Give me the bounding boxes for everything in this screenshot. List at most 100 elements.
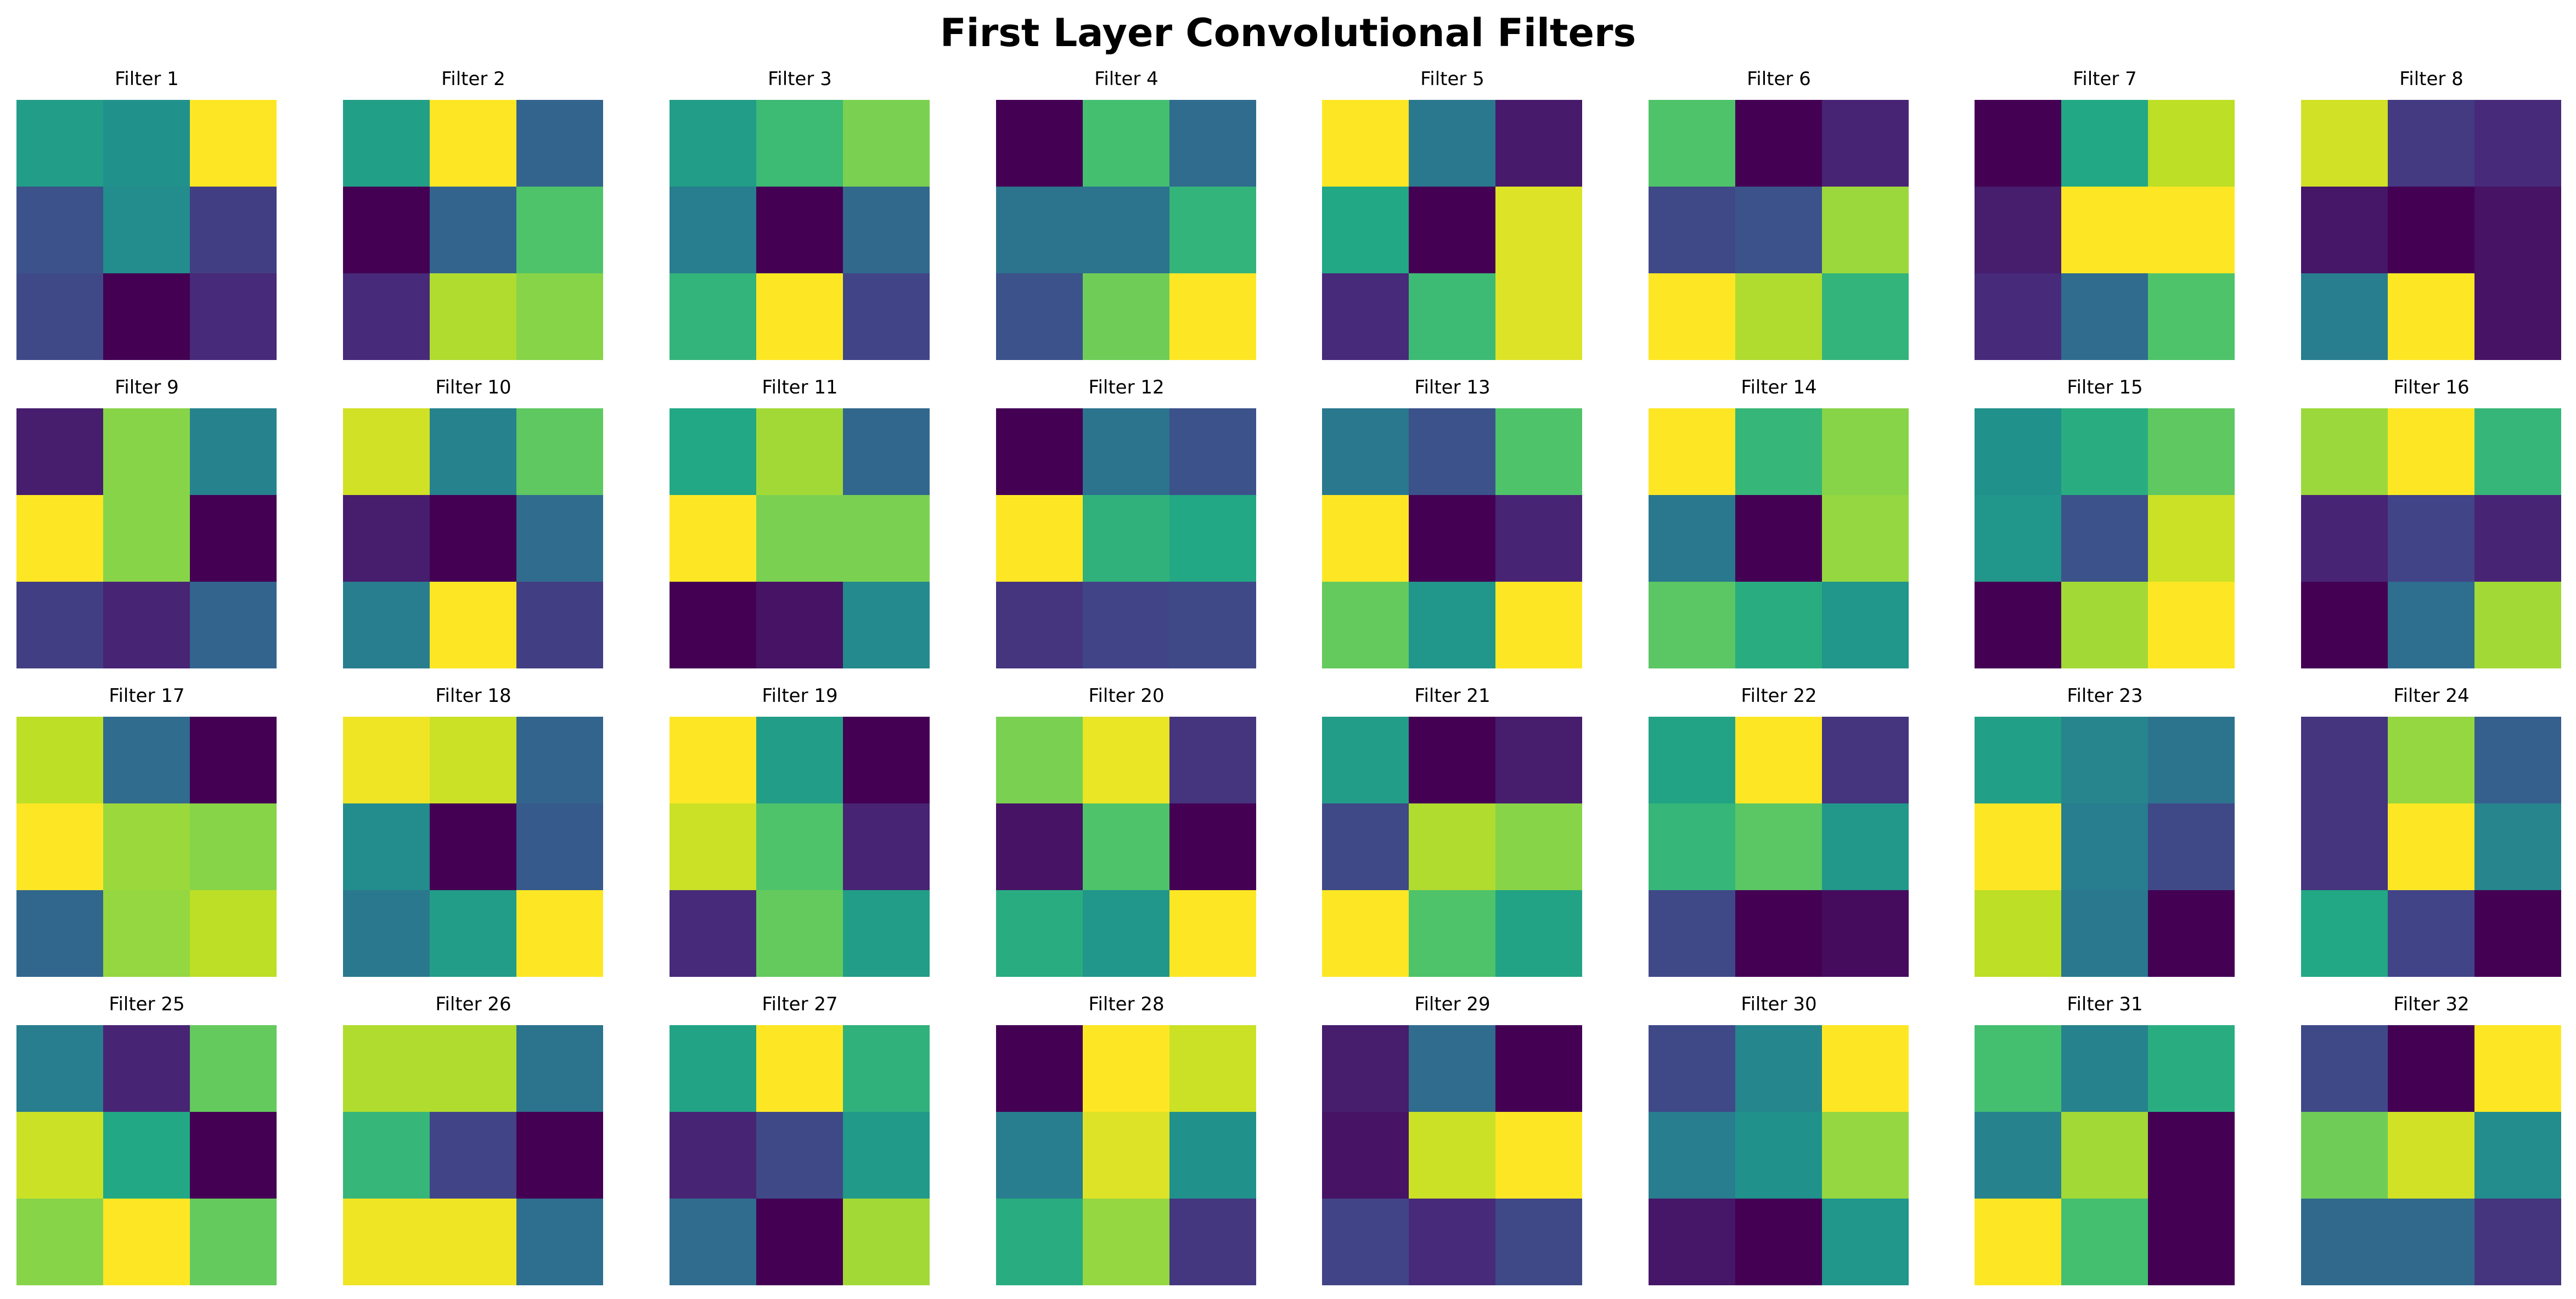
heatmap-cell: [2301, 890, 2388, 977]
heatmap-cell: [843, 803, 930, 891]
filter-title: Filter 3: [768, 68, 832, 90]
filter-panel: Filter 19: [670, 683, 930, 977]
heatmap-cell: [1822, 890, 1909, 977]
heatmap-cell: [1649, 187, 1736, 274]
heatmap-cell: [1495, 408, 1582, 496]
heatmap-cell: [1495, 100, 1582, 187]
heatmap-cell: [1409, 717, 1496, 804]
heatmap-cell: [2301, 1112, 2388, 1199]
filter-panel: Filter 13: [1322, 374, 1583, 668]
filter-panel: Filter 20: [996, 683, 1257, 977]
heatmap-cell: [516, 582, 603, 668]
heatmap-cell: [516, 717, 603, 804]
heatmap-cell: [343, 890, 430, 977]
heatmap-cell: [16, 1112, 104, 1199]
heatmap-cell: [670, 717, 757, 804]
heatmap-cell: [670, 1025, 757, 1112]
heatmap-cell: [2061, 890, 2148, 977]
heatmap-cell: [1735, 1112, 1823, 1199]
filter-panel: Filter 8: [2301, 66, 2562, 360]
filter-panel: Filter 4: [996, 66, 1257, 360]
heatmap-cell: [2301, 273, 2388, 360]
heatmap-cell: [2474, 408, 2561, 496]
heatmap-cell: [2061, 582, 2148, 668]
filter-panel: Filter 28: [996, 991, 1257, 1285]
heatmap-cell: [1322, 408, 1409, 496]
heatmap-cell: [190, 1199, 277, 1285]
heatmap-cell: [2061, 100, 2148, 187]
filter-panel: Filter 32: [2301, 991, 2562, 1285]
heatmap-cell: [1169, 408, 1256, 496]
filter-panel: Filter 27: [670, 991, 930, 1285]
heatmap-cell: [1169, 890, 1256, 977]
heatmap-cell: [996, 1025, 1083, 1112]
heatmap-cell: [2388, 1199, 2475, 1285]
heatmap-cell: [2301, 100, 2388, 187]
filter-panel: Filter 18: [343, 683, 604, 977]
heatmap-cell: [1169, 187, 1256, 274]
heatmap-cell: [1735, 803, 1823, 891]
heatmap-cell: [996, 273, 1083, 360]
heatmap-cell: [1649, 408, 1736, 496]
heatmap-cell: [756, 1112, 843, 1199]
filter-panel: Filter 2: [343, 66, 604, 360]
heatmap-cell: [670, 273, 757, 360]
heatmap-cell: [1975, 495, 2062, 582]
filter-heatmap: [16, 408, 277, 668]
heatmap-cell: [1083, 187, 1170, 274]
heatmap-cell: [2148, 717, 2235, 804]
heatmap-cell: [1495, 187, 1582, 274]
heatmap-cell: [2061, 273, 2148, 360]
filter-heatmap: [343, 408, 603, 668]
heatmap-cell: [343, 1199, 430, 1285]
heatmap-cell: [2388, 1025, 2475, 1112]
heatmap-cell: [343, 1025, 430, 1112]
filter-heatmap: [1975, 1025, 2235, 1285]
heatmap-cell: [996, 717, 1083, 804]
filter-panel: Filter 12: [996, 374, 1257, 668]
heatmap-cell: [16, 717, 104, 804]
heatmap-cell: [343, 1112, 430, 1199]
heatmap-cell: [1322, 100, 1409, 187]
filter-heatmap: [343, 717, 603, 977]
heatmap-cell: [2148, 803, 2235, 891]
heatmap-cell: [670, 408, 757, 496]
filter-panel: Filter 31: [1975, 991, 2235, 1285]
heatmap-cell: [1649, 100, 1736, 187]
heatmap-cell: [1735, 1199, 1823, 1285]
heatmap-cell: [1822, 1025, 1909, 1112]
filter-heatmap: [670, 1025, 930, 1285]
heatmap-cell: [756, 717, 843, 804]
heatmap-cell: [1822, 187, 1909, 274]
filter-heatmap: [1975, 717, 2235, 977]
heatmap-cell: [1409, 582, 1496, 668]
filter-panel: Filter 9: [16, 374, 277, 668]
heatmap-cell: [430, 1199, 517, 1285]
filter-heatmap: [1322, 717, 1582, 977]
filter-title: Filter 12: [1088, 376, 1165, 398]
heatmap-cell: [843, 100, 930, 187]
heatmap-cell: [756, 100, 843, 187]
heatmap-cell: [2148, 1025, 2235, 1112]
heatmap-cell: [2474, 582, 2561, 668]
filter-heatmap: [2301, 717, 2561, 977]
heatmap-cell: [1495, 890, 1582, 977]
filter-heatmap: [670, 100, 930, 360]
heatmap-cell: [190, 273, 277, 360]
heatmap-cell: [1649, 1112, 1736, 1199]
heatmap-cell: [2148, 890, 2235, 977]
heatmap-cell: [2061, 1112, 2148, 1199]
heatmap-cell: [103, 408, 190, 496]
heatmap-cell: [516, 890, 603, 977]
heatmap-cell: [2061, 717, 2148, 804]
heatmap-cell: [516, 803, 603, 891]
heatmap-cell: [843, 408, 930, 496]
heatmap-cell: [1822, 1112, 1909, 1199]
filter-title: Filter 20: [1088, 685, 1165, 707]
heatmap-cell: [1409, 495, 1496, 582]
filter-heatmap: [996, 408, 1256, 668]
heatmap-cell: [1735, 100, 1823, 187]
heatmap-cell: [190, 890, 277, 977]
filter-title: Filter 21: [1414, 685, 1491, 707]
filter-heatmap: [343, 100, 603, 360]
